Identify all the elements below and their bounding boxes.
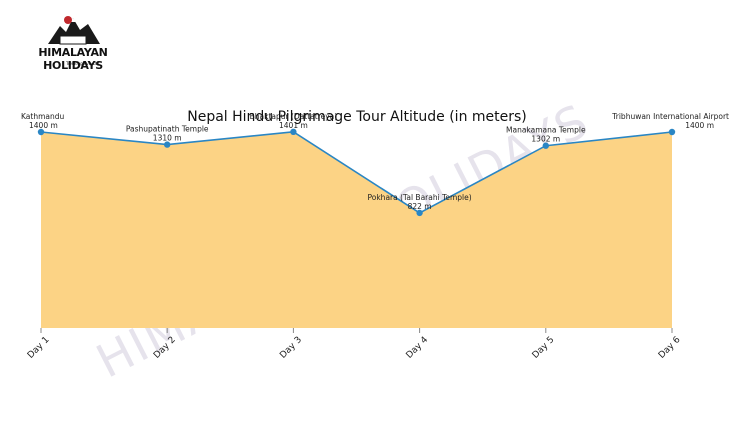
point-value-label: 1302 m (531, 135, 560, 144)
data-point (416, 209, 423, 217)
logo-brand-sub: Trekking Pvt. Ltd. (66, 61, 101, 66)
point-value-label: 1400 m (29, 121, 58, 130)
x-tick-label: Day 3 (278, 335, 304, 361)
chart-title: Nepal Hindu Pilgrimage Tour Altitude (in… (187, 109, 527, 125)
logo-brand-name: HIMALAYAN HOLIDAYS (38, 46, 108, 72)
point-value-label: 1400 m (685, 121, 714, 130)
point-layer (37, 128, 676, 217)
x-tick-label: Day 5 (531, 335, 557, 361)
data-point (164, 141, 171, 148)
area-layer (40, 131, 673, 328)
mountain-logo-icon (48, 16, 100, 45)
company-logo: HIMALAYAN HOLIDAYS Trekking Pvt. Ltd. (18, 8, 128, 74)
series-line (40, 131, 673, 214)
point-value-label: 822 m (408, 202, 432, 211)
point-value-label: 1401 m (279, 121, 308, 130)
x-tick-label: Day 6 (657, 335, 683, 361)
area-fill (41, 131, 672, 328)
data-point (668, 128, 676, 136)
data-point (542, 142, 549, 149)
point-place-label: Kathmandu (21, 112, 64, 121)
data-point (37, 128, 45, 136)
point-value-label: 1310 m (153, 134, 182, 143)
point-place-label: Bhaktapur (Dattatreya) (250, 112, 338, 121)
point-place-label: Tribhuwan International Airport (611, 112, 729, 121)
point-place-label: Manakamana Temple (506, 126, 586, 135)
point-place-label: Pashupatinath Temple (126, 125, 209, 134)
point-place-label: Pokhara (Tal Barahi Temple) (368, 193, 472, 202)
x-tick-label: Day 4 (404, 335, 430, 361)
data-point (290, 128, 297, 136)
x-tick-label: Day 1 (26, 335, 52, 361)
